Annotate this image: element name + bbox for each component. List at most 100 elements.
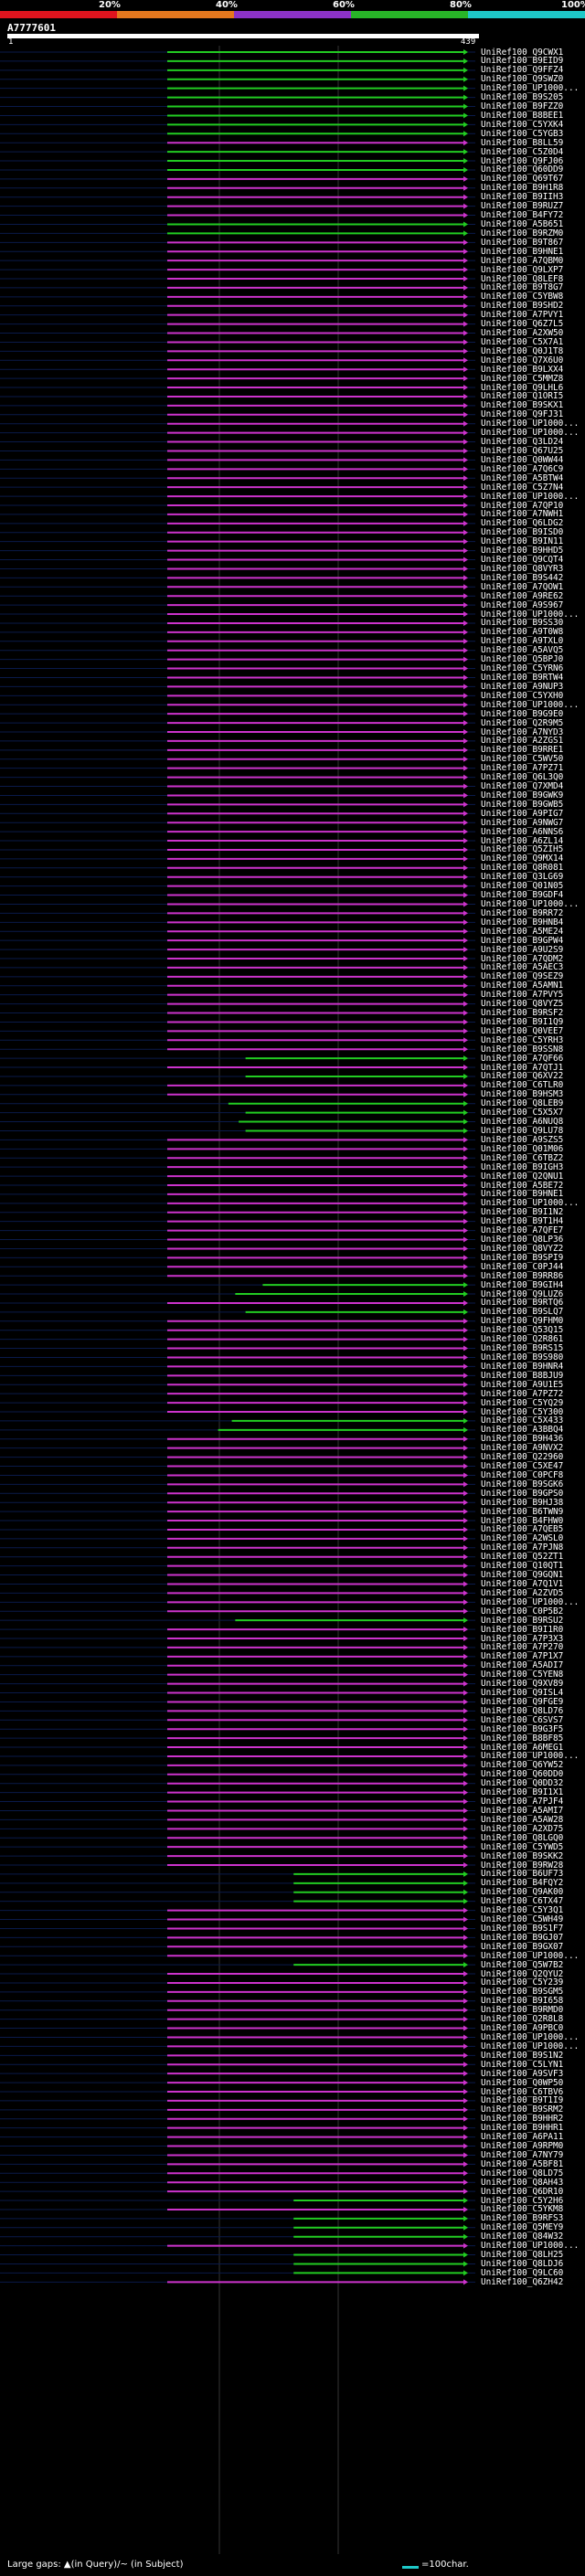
hit-label[interactable]: UniRef100_B9SLQ7 xyxy=(481,1307,564,1318)
hit-label[interactable]: UniRef100_A7QDM2 xyxy=(481,953,564,964)
hit-label[interactable]: UniRef100_A6ZL14 xyxy=(481,835,564,846)
hit-label[interactable]: UniRef100_Q0WW44 xyxy=(481,454,564,465)
hit-label[interactable]: UniRef100_B9SKX1 xyxy=(481,400,564,411)
hit-label[interactable]: UniRef100_B6UF73 xyxy=(481,1869,564,1880)
hit-label[interactable]: UniRef100_A7PJN8 xyxy=(481,1542,564,1553)
hit-label[interactable]: UniRef100_B9S1N2 xyxy=(481,2050,564,2061)
hit-label[interactable]: UniRef100_B9G3F5 xyxy=(481,1723,564,1734)
hit-label[interactable]: UniRef100_Q6L3Q0 xyxy=(481,772,564,783)
hit-label[interactable]: UniRef100_Q2R8L8 xyxy=(481,2014,564,2025)
hit-label[interactable]: UniRef100_Q2QNU1 xyxy=(481,1171,564,1182)
hit-label[interactable]: UniRef100_A7PJF4 xyxy=(481,1797,564,1807)
hit-label[interactable]: UniRef100_B6TWN9 xyxy=(481,1506,564,1517)
hit-label[interactable]: UniRef100_B9SHD2 xyxy=(481,301,564,312)
hit-label[interactable]: UniRef100_C5Z0D4 xyxy=(481,146,564,157)
hit-label[interactable]: UniRef100_B9SGM5 xyxy=(481,1987,564,1998)
hit-label[interactable]: UniRef100_Q1ORI5 xyxy=(481,391,564,402)
hit-label[interactable]: UniRef100_B9IIH3 xyxy=(481,192,564,203)
hit-label[interactable]: UniRef100_Q9CQT4 xyxy=(481,555,564,566)
hit-label[interactable]: UniRef100_B9T1I9 xyxy=(481,2095,564,2106)
hit-label[interactable]: UniRef100_B9RR86 xyxy=(481,1270,564,1281)
hit-label[interactable]: UniRef100_Q5MEY9 xyxy=(481,2222,564,2233)
hit-label[interactable]: UniRef100_Q5ZIH5 xyxy=(481,844,564,855)
hit-label[interactable]: UniRef100_A7QBM0 xyxy=(481,255,564,266)
hit-label[interactable]: UniRef100_B9I1Q9 xyxy=(481,1016,564,1027)
hit-label[interactable]: UniRef100_C5WV50 xyxy=(481,754,564,765)
hit-label[interactable]: UniRef100_B9IGH3 xyxy=(481,1161,564,1172)
hit-label[interactable]: UniRef100_B9T867 xyxy=(481,237,564,248)
hit-label[interactable]: UniRef100_C5X5X7 xyxy=(481,1108,564,1118)
hit-label[interactable]: UniRef100_C0P5B2 xyxy=(481,1606,564,1617)
hit-label[interactable]: UniRef100_B4FHW0 xyxy=(481,1515,564,1526)
hit-label[interactable]: UniRef100_B9ISD0 xyxy=(481,527,564,538)
hit-label[interactable]: UniRef100_Q7XMD4 xyxy=(481,781,564,792)
hit-label[interactable]: UniRef100_A9PIG7 xyxy=(481,808,564,819)
hit-label[interactable]: UniRef100_A5AMN1 xyxy=(481,981,564,991)
hit-label[interactable]: UniRef100_Q8LDJ6 xyxy=(481,2258,564,2269)
hit-label[interactable]: UniRef100_B9HHD5 xyxy=(481,546,564,557)
hit-label[interactable]: UniRef100_C6SVS7 xyxy=(481,1714,564,1725)
hit-label[interactable]: UniRef100_A9NWG7 xyxy=(481,817,564,828)
hit-label[interactable]: UniRef100_A5ME24 xyxy=(481,926,564,937)
hit-label[interactable]: UniRef100_A7QP10 xyxy=(481,500,564,511)
hit-label[interactable]: UniRef100_A2ZVD5 xyxy=(481,1587,564,1598)
hit-label[interactable]: UniRef100_UP1000... xyxy=(481,491,580,502)
hit-label[interactable]: UniRef100_C5YWD5 xyxy=(481,1841,564,1852)
hit-label[interactable]: UniRef100_UP1000... xyxy=(481,898,580,909)
hit-label[interactable]: UniRef100_B9RFS3 xyxy=(481,2213,564,2224)
hit-label[interactable]: UniRef100_UP1000... xyxy=(481,1950,580,1961)
hit-label[interactable]: UniRef100_A2XD75 xyxy=(481,1823,564,1834)
hit-label[interactable]: UniRef100_Q6DR10 xyxy=(481,2186,564,2197)
hit-label[interactable]: UniRef100_Q67U25 xyxy=(481,445,564,456)
hit-label[interactable]: UniRef100_C5YRH3 xyxy=(481,1034,564,1045)
hit-label[interactable]: UniRef100_B9RUZ7 xyxy=(481,201,564,212)
hit-label[interactable]: UniRef100_B9S442 xyxy=(481,572,564,583)
hit-label[interactable]: UniRef100_Q6LDG2 xyxy=(481,518,564,529)
hit-label[interactable]: UniRef100_Q9SWZ0 xyxy=(481,74,564,85)
hit-label[interactable]: UniRef100_B4FY72 xyxy=(481,210,564,221)
hit-label[interactable]: UniRef100_Q9LC60 xyxy=(481,2267,564,2278)
hit-label[interactable]: UniRef100_Q3LD24 xyxy=(481,437,564,448)
hit-label[interactable]: UniRef100_C5Z7N4 xyxy=(481,482,564,493)
hit-label[interactable]: UniRef100_A5AW28 xyxy=(481,1814,564,1825)
hit-label[interactable]: UniRef100_Q9FJ31 xyxy=(481,409,564,420)
hit-label[interactable]: UniRef100_Q8R081 xyxy=(481,863,564,874)
hit-label[interactable]: UniRef100_A6NUQ8 xyxy=(481,1117,564,1128)
hit-label[interactable]: UniRef100_Q8LGQ0 xyxy=(481,1832,564,1843)
hit-label[interactable]: UniRef100_Q6Z7L5 xyxy=(481,319,564,330)
hit-label[interactable]: UniRef100_C5YKM8 xyxy=(481,2204,564,2215)
hit-label[interactable]: UniRef100_B9H436 xyxy=(481,1434,564,1445)
hit-label[interactable]: UniRef100_A9RE62 xyxy=(481,590,564,601)
hit-label[interactable]: UniRef100_B9LXX4 xyxy=(481,364,564,375)
hit-label[interactable]: UniRef100_Q53Q15 xyxy=(481,1325,564,1336)
hit-label[interactable]: UniRef100_A5AEC3 xyxy=(481,962,564,973)
hit-label[interactable]: UniRef100_B9HNE1 xyxy=(481,246,564,257)
hit-label[interactable]: UniRef100_C6TLR0 xyxy=(481,1080,564,1091)
hit-label[interactable]: UniRef100_UP1000... xyxy=(481,83,580,94)
hit-label[interactable]: UniRef100_C5XE47 xyxy=(481,1461,564,1472)
hit-label[interactable]: UniRef100_Q2R9M5 xyxy=(481,717,564,728)
hit-label[interactable]: UniRef100_B9SKK2 xyxy=(481,1850,564,1861)
hit-label[interactable]: UniRef100_A9SVF3 xyxy=(481,2068,564,2079)
hit-label[interactable]: UniRef100_A2XW50 xyxy=(481,328,564,339)
hit-label[interactable]: UniRef100_B9I1R0 xyxy=(481,1624,564,1635)
hit-label[interactable]: UniRef100_B8BF85 xyxy=(481,1733,564,1744)
hit-label[interactable]: UniRef100_A6NNS6 xyxy=(481,826,564,837)
hit-label[interactable]: UniRef100_Q8VYZ2 xyxy=(481,1243,564,1254)
hit-label[interactable]: UniRef100_Q52ZT1 xyxy=(481,1552,564,1563)
hit-label[interactable]: UniRef100_A7P1X7 xyxy=(481,1651,564,1662)
hit-label[interactable]: UniRef100_A7PZ72 xyxy=(481,1388,564,1399)
hit-label[interactable]: UniRef100_Q84W32 xyxy=(481,2231,564,2242)
hit-label[interactable]: UniRef100_C6TX47 xyxy=(481,1896,564,1907)
hit-label[interactable]: UniRef100_A5ADI7 xyxy=(481,1660,564,1671)
hit-label[interactable]: UniRef100_A7NWH1 xyxy=(481,509,564,520)
hit-label[interactable]: UniRef100_UP1000... xyxy=(481,1596,580,1607)
hit-label[interactable]: UniRef100_Q2QYU2 xyxy=(481,1968,564,1979)
hit-label[interactable]: UniRef100_UP1000... xyxy=(481,1751,580,1762)
hit-label[interactable]: UniRef100_B9S980 xyxy=(481,1352,564,1362)
hit-label[interactable]: UniRef100_A2WSL0 xyxy=(481,1533,564,1544)
hit-label[interactable]: UniRef100_Q8LD75 xyxy=(481,2168,564,2178)
hit-label[interactable]: UniRef100_B9GPS0 xyxy=(481,1488,564,1499)
hit-label[interactable]: UniRef100_Q01N05 xyxy=(481,881,564,892)
hit-label[interactable]: UniRef100_B9RRE1 xyxy=(481,745,564,756)
